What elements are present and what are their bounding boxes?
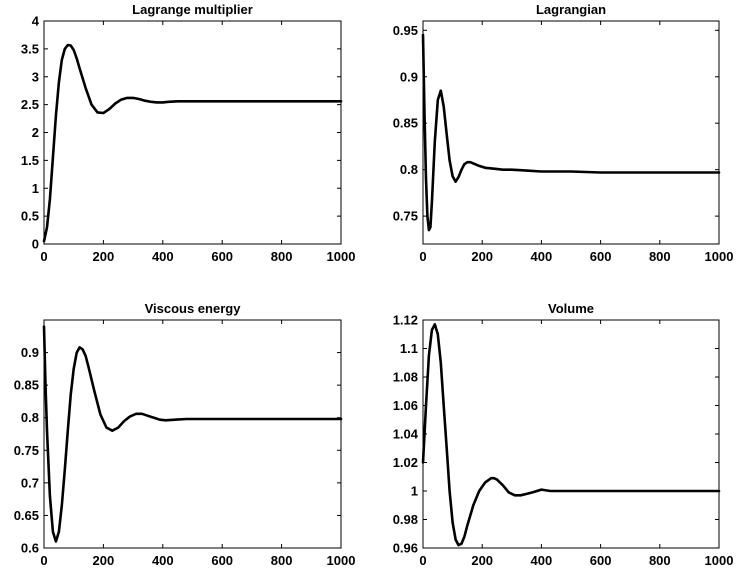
series-line [42, 43, 343, 243]
x-tick-label: 200 [471, 553, 493, 568]
x-tick-label: 0 [40, 249, 47, 264]
x-tick-label: 400 [531, 249, 553, 264]
y-tick-label: 1.06 [393, 398, 418, 413]
x-tick-label: 600 [211, 553, 233, 568]
y-tick-label: 0.75 [393, 209, 418, 224]
x-tick-label: 200 [93, 553, 115, 568]
series-line [421, 323, 721, 547]
y-tick-label: 0.6 [21, 541, 39, 556]
y-tick-label: 0.75 [14, 443, 39, 458]
y-tick-label: 3.5 [21, 41, 39, 56]
y-tick-label: 1.04 [393, 427, 419, 442]
y-tick-label: 2 [32, 125, 39, 140]
chart-panel-viscous-energy: Viscous energy 0 200 400 600 800 1000 0.6 0.65 0.… [14, 301, 356, 568]
y-tick-label: 1.02 [393, 455, 418, 470]
x-tick-label: 1000 [705, 249, 734, 264]
chart-title: Lagrange multiplier [132, 2, 253, 17]
y-tick-label: 0.65 [14, 508, 39, 523]
x-tick-label: 400 [531, 553, 553, 568]
y-tick-label: 0.7 [21, 475, 39, 490]
y-tick-label: 0.98 [393, 512, 418, 527]
x-tick-label: 0 [419, 249, 426, 264]
y-tick-label: 1.5 [21, 153, 39, 168]
x-tick-label: 1000 [705, 553, 734, 568]
y-tick-label: 0.5 [21, 209, 39, 224]
x-tick-label: 0 [419, 553, 426, 568]
y-tick-label: 0.8 [400, 162, 418, 177]
y-tick-label: 0.8 [21, 410, 39, 425]
x-tick-label: 1000 [327, 553, 356, 568]
x-tick-label: 800 [271, 249, 293, 264]
y-tick-label: 1.1 [400, 341, 418, 356]
y-tick-label: 3 [32, 69, 39, 84]
y-tick-label: 0.9 [21, 345, 39, 360]
chart-title: Lagrangian [536, 2, 606, 17]
y-tick-label: 1.12 [393, 313, 418, 328]
y-tick-label: 0.96 [393, 541, 418, 556]
y-tick-label: 0 [32, 237, 39, 252]
x-tick-label: 200 [93, 249, 115, 264]
y-tick-label: 1.08 [393, 370, 418, 385]
chart-panel-lagrange-multiplier: Lagrange multiplier 0 200 400 600 800 1000 0 0.5… [21, 2, 356, 264]
x-tick-label: 600 [211, 249, 233, 264]
plot-frame [422, 319, 720, 549]
x-tick-label: 200 [471, 249, 493, 264]
x-tick-label: 400 [152, 553, 174, 568]
x-tick-label: 0 [40, 553, 47, 568]
y-tick-label: 4 [32, 14, 40, 29]
x-tick-label: 800 [649, 553, 671, 568]
y-tick-label: 0.85 [14, 378, 39, 393]
plot-frame [43, 20, 342, 245]
series-line [421, 33, 721, 232]
y-tick-label: 0.85 [393, 116, 418, 131]
chart-title: Volume [548, 301, 594, 316]
y-tick-label: 0.9 [400, 69, 418, 84]
plot-frame [43, 319, 342, 549]
x-tick-label: 400 [152, 249, 174, 264]
plot-frame [422, 20, 720, 245]
y-tick-label: 1 [32, 181, 39, 196]
x-tick-label: 1000 [327, 249, 356, 264]
y-tick-label: 1 [411, 484, 418, 499]
x-tick-label: 600 [590, 553, 612, 568]
y-tick-label: 2.5 [21, 97, 39, 112]
chart-panel-volume: Volume 0 200 400 600 800 1000 0.96 0.98 1 1.02 1.04… [393, 301, 734, 568]
chart-panel-lagrangian: Lagrangian 0 200 400 600 800 1000 0.75 0.8 0.85 0.… [393, 2, 734, 264]
x-tick-label: 600 [590, 249, 612, 264]
y-tick-label: 0.95 [393, 23, 418, 38]
chart-title: Viscous energy [145, 301, 242, 316]
series-line [42, 325, 343, 543]
x-tick-label: 800 [271, 553, 293, 568]
x-tick-label: 800 [649, 249, 671, 264]
